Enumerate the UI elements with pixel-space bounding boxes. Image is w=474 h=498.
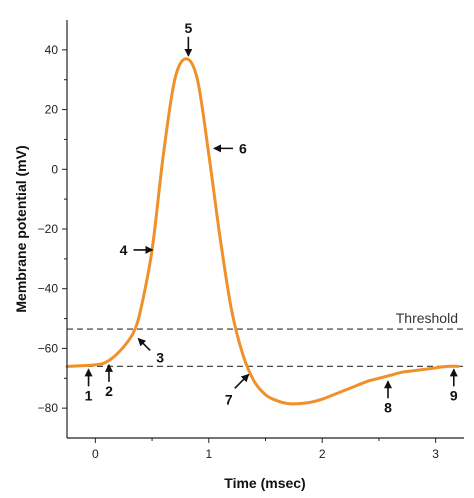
annotation-arrow-3 [137, 337, 151, 352]
x-tick-label: 0 [92, 447, 99, 461]
plot-area [67, 20, 464, 438]
y-tick-label: −80 [38, 401, 59, 415]
reference-lines: Threshold [67, 310, 464, 367]
x-tick-label: 3 [432, 447, 439, 461]
x-tick-label: 1 [205, 447, 212, 461]
annotation-label-7: 7 [225, 391, 233, 407]
annotation-label-4: 4 [120, 242, 128, 258]
y-tick-label: −20 [38, 222, 59, 236]
y-tick-label: 0 [51, 162, 58, 176]
annotation-label-1: 1 [85, 387, 93, 403]
annotations: 1 2 3 4 5 6 7 8 9 [84, 20, 458, 415]
annotation-label-9: 9 [450, 387, 458, 403]
annotation-label-6: 6 [239, 140, 247, 156]
membrane-potential-line [65, 57, 460, 406]
annotation-label-2: 2 [105, 383, 113, 399]
y-axis-title: Membrane potential (mV) [13, 145, 29, 312]
y-tick-label: 40 [45, 43, 59, 57]
threshold-label: Threshold [396, 310, 458, 326]
annotation-label-3: 3 [156, 349, 164, 365]
y-tick-label: 20 [45, 103, 59, 117]
y-tick-label: −40 [38, 282, 59, 296]
annotation-label-8: 8 [384, 399, 392, 415]
x-tick-label: 2 [319, 447, 326, 461]
x-axis-title: Time (msec) [224, 475, 305, 491]
annotation-label-5: 5 [184, 20, 192, 36]
y-tick-label: −60 [38, 341, 59, 355]
annotation-arrow-7 [234, 373, 250, 389]
